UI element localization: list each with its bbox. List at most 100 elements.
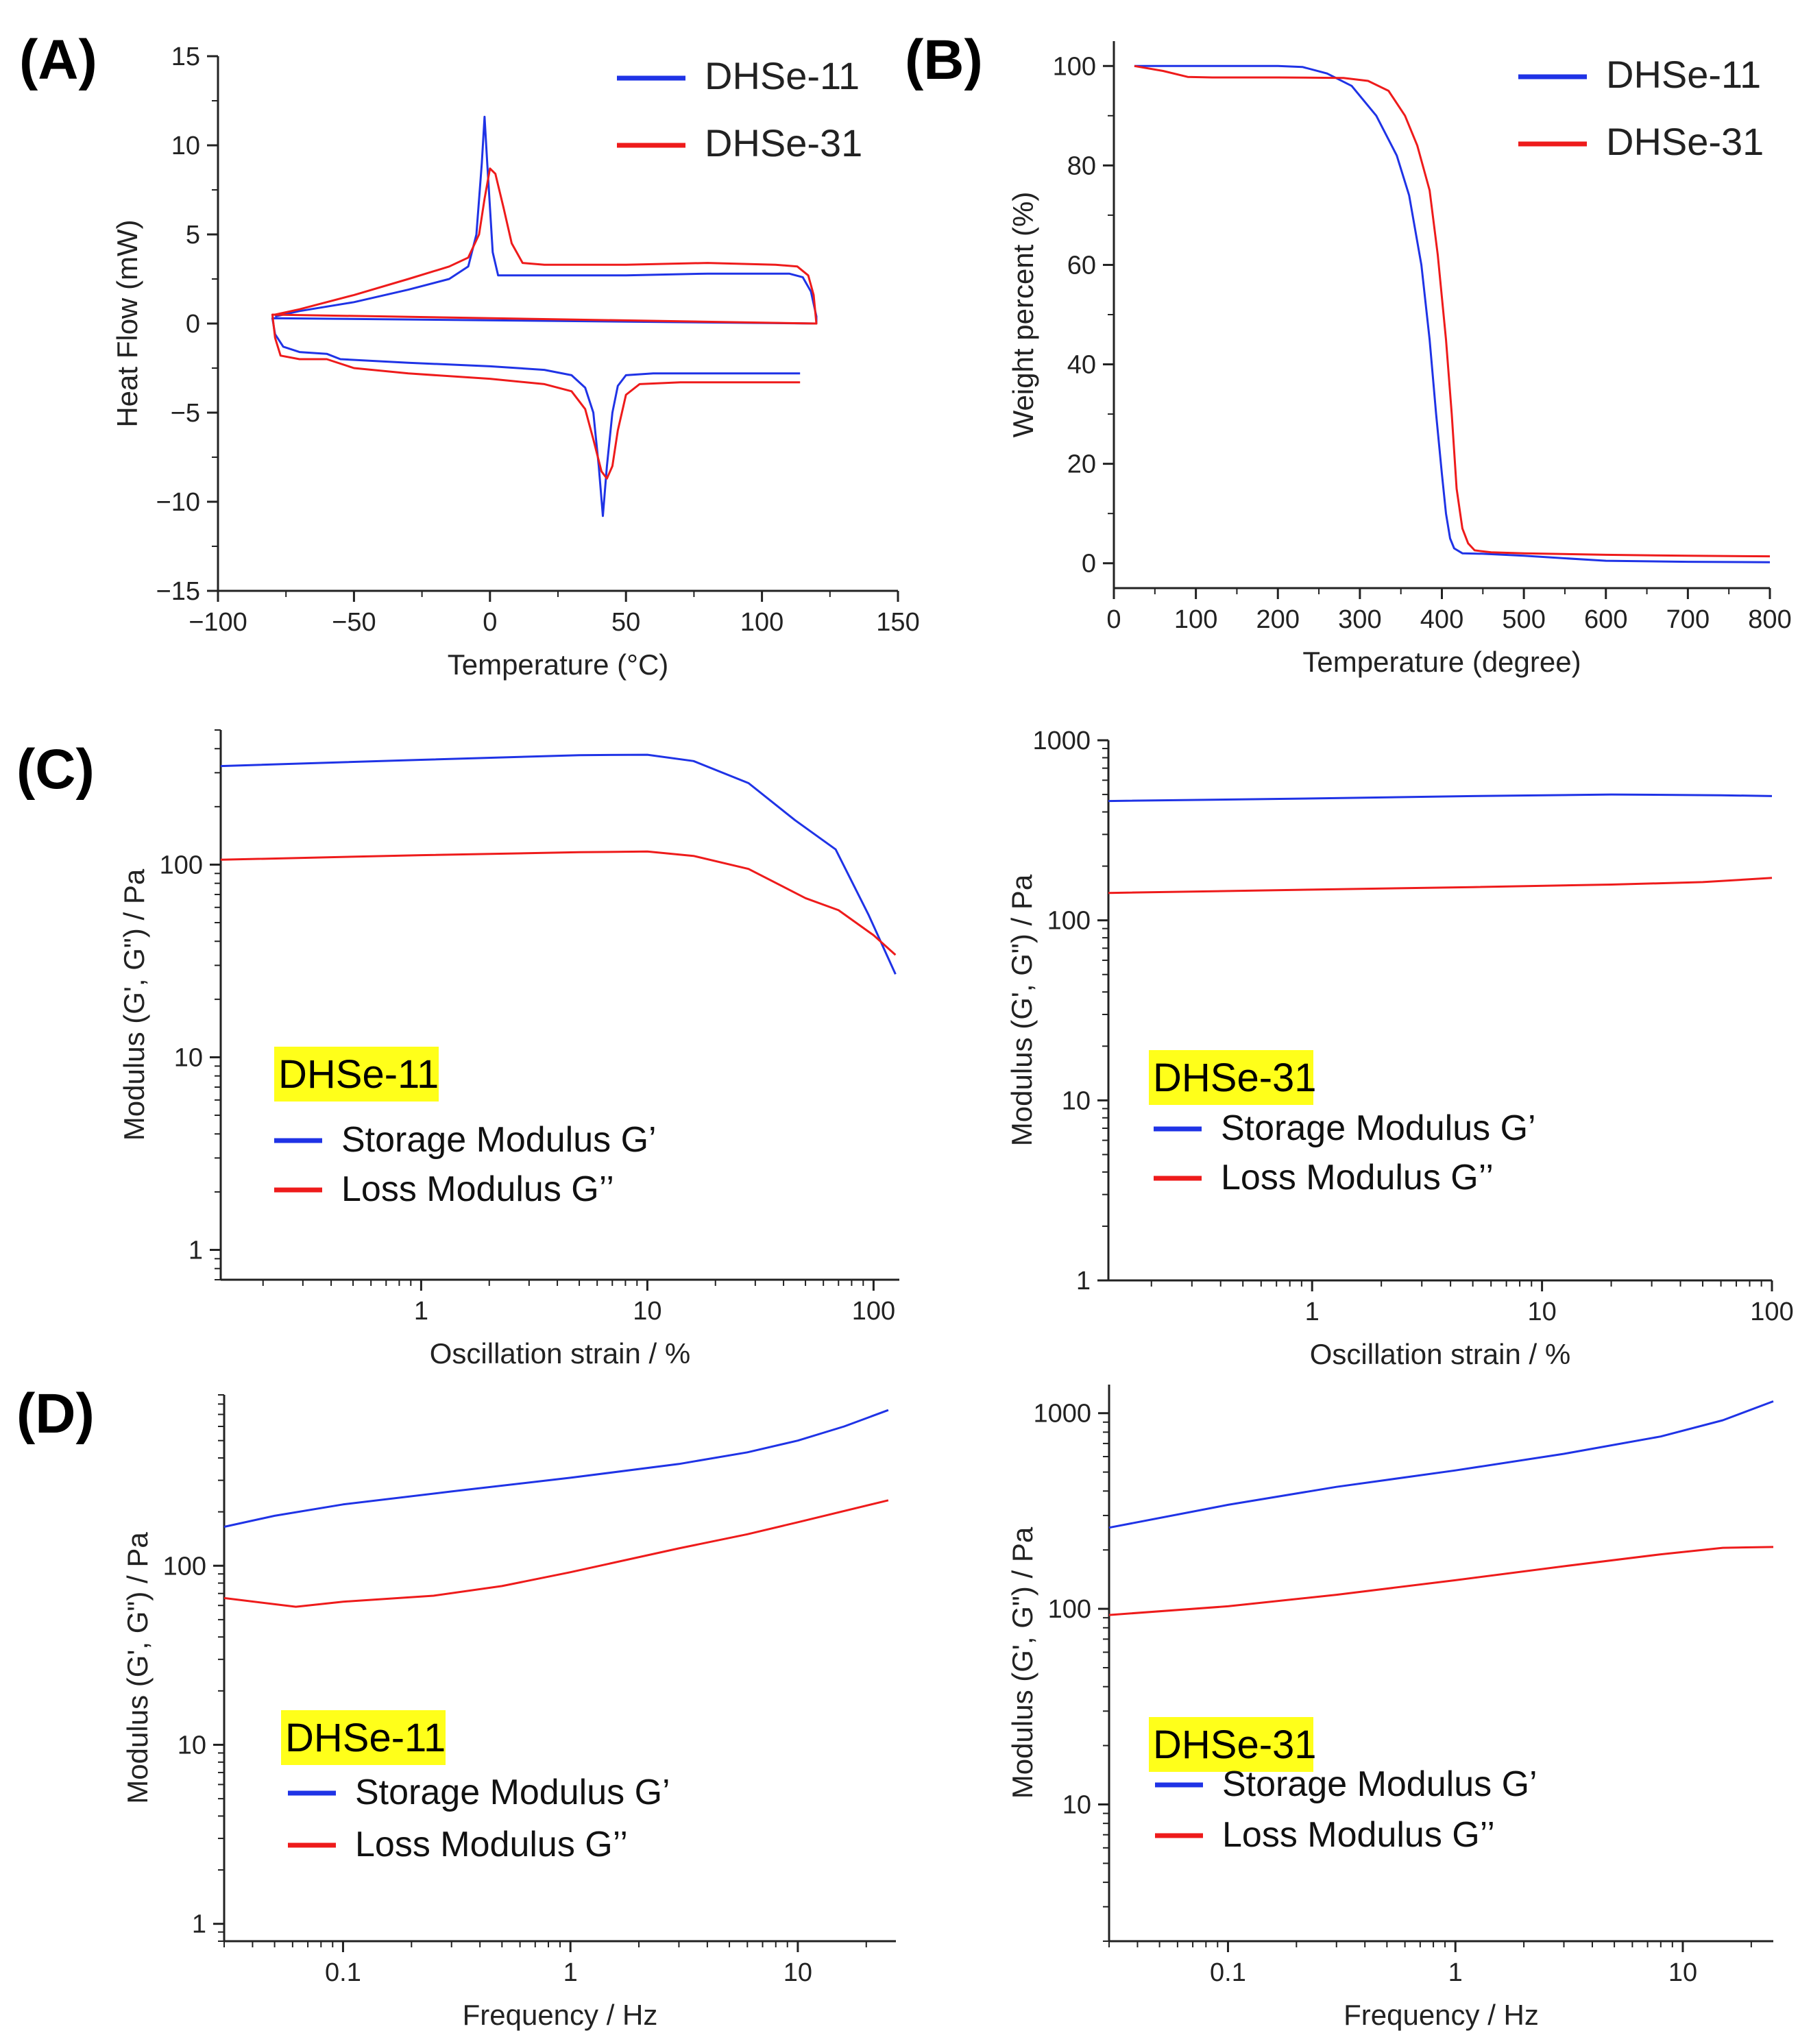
y-tick-label: 1000 bbox=[1032, 727, 1091, 755]
dsc-chart: −100 −50 0 50 100 150−15−10−5051015Temperatur… bbox=[111, 42, 920, 681]
y-axis-title: Modulus (G', G") / Pa bbox=[1006, 874, 1038, 1146]
x-axis-title: Oscillation strain / % bbox=[430, 1337, 690, 1370]
x-tick-label: 700 bbox=[1666, 605, 1710, 634]
x-tick-label: 800 bbox=[1748, 605, 1791, 634]
series-line-dhse-31 bbox=[1134, 64, 1771, 558]
legend-label: Storage Modulus G’ bbox=[1221, 1108, 1536, 1148]
y-tick-label: 1 bbox=[192, 1910, 206, 1939]
legend-label: DHSe-11 bbox=[1606, 53, 1761, 96]
y-axis-title: Weight percent (%) bbox=[1007, 192, 1039, 438]
y-tick-label: 1000 bbox=[1033, 1400, 1091, 1428]
series-line-storage-modulus-g bbox=[220, 753, 897, 975]
y-tick-label: 10 bbox=[174, 1043, 203, 1072]
y-tick-label: 100 bbox=[163, 1552, 206, 1581]
x-tick-label: −50 bbox=[332, 608, 376, 637]
x-tick-label: 0.1 bbox=[1210, 1958, 1246, 1987]
legend-label: Storage Modulus G’ bbox=[341, 1120, 657, 1160]
x-tick-label: −100 bbox=[189, 608, 247, 637]
x-axis-title: Oscillation strain / % bbox=[1310, 1338, 1570, 1370]
y-tick-label: 1 bbox=[189, 1236, 203, 1265]
sample-highlight bbox=[1149, 1717, 1313, 1772]
panel-label-d: (D) bbox=[16, 1383, 95, 1445]
y-tick-label: 0 bbox=[186, 310, 200, 339]
x-tick-label: 10 bbox=[1668, 1958, 1697, 1987]
legend-label: Loss Modulus G’’ bbox=[1221, 1158, 1494, 1197]
y-axis-title: Modulus (G', G") / Pa bbox=[1006, 1526, 1038, 1799]
x-tick-label: 400 bbox=[1420, 605, 1463, 634]
x-tick-label: 300 bbox=[1338, 605, 1381, 634]
y-axis-title: Modulus (G', G") / Pa bbox=[121, 1532, 154, 1804]
y-tick-label: −10 bbox=[156, 488, 200, 517]
x-tick-label: 1 bbox=[563, 1958, 578, 1987]
series-line-dhse-11 bbox=[1134, 64, 1771, 563]
y-tick-label: 5 bbox=[186, 221, 200, 250]
y-tick-label: 20 bbox=[1067, 450, 1096, 479]
legend-label: Loss Modulus G’’ bbox=[1222, 1815, 1495, 1855]
y-tick-label: 100 bbox=[1047, 907, 1091, 936]
x-tick-label: 0 bbox=[1106, 605, 1121, 634]
x-tick-label: 0.1 bbox=[325, 1958, 361, 1987]
y-tick-label: −15 bbox=[156, 577, 200, 606]
legend-label: DHSe-11 bbox=[705, 54, 860, 97]
panel-label-c: (C) bbox=[16, 738, 95, 801]
x-tick-label: 1 bbox=[1305, 1298, 1320, 1326]
y-tick-label: 15 bbox=[171, 42, 200, 71]
x-tick-label: 100 bbox=[1750, 1298, 1793, 1326]
x-tick-label: 1 bbox=[414, 1297, 428, 1326]
panel-label-a: (A) bbox=[19, 29, 97, 91]
legend-label: Storage Modulus G’ bbox=[355, 1773, 670, 1812]
x-tick-label: 100 bbox=[852, 1297, 895, 1326]
strain-sweep-dhse11-chart: 1 10 100 1 10 100 Oscillation strain / % Modulu… bbox=[118, 729, 899, 1370]
series-line-storage-modulus-g bbox=[223, 1409, 889, 1528]
y-tick-label: 40 bbox=[1067, 351, 1096, 380]
sample-highlight bbox=[274, 1047, 439, 1102]
legend-label: Loss Modulus G’’ bbox=[341, 1169, 614, 1209]
y-tick-label: 10 bbox=[178, 1731, 206, 1760]
legend-label: Storage Modulus G’ bbox=[1222, 1764, 1537, 1804]
legend-label: Loss Modulus G’’ bbox=[355, 1825, 628, 1864]
y-tick-label: 80 bbox=[1067, 151, 1096, 180]
y-axis-title: Heat Flow (mW) bbox=[111, 219, 143, 427]
frequency-sweep-dhse31-chart: 0.1 1 10 10 100 1000 Frequency / Hz Modulus (G'… bbox=[1006, 1385, 1774, 2031]
y-tick-label: 10 bbox=[1062, 1086, 1091, 1115]
y-tick-label: 10 bbox=[171, 132, 200, 160]
x-axis-title: Frequency / Hz bbox=[1344, 1999, 1539, 2031]
y-tick-label: 1 bbox=[1076, 1267, 1091, 1295]
x-axis-title: Temperature (degree) bbox=[1302, 646, 1581, 678]
y-tick-label: 10 bbox=[1062, 1791, 1091, 1820]
series-line-dhse-31 bbox=[271, 167, 818, 480]
x-tick-label: 1 bbox=[1448, 1958, 1463, 1987]
x-tick-label: 500 bbox=[1502, 605, 1545, 634]
series-line-loss-modulus-g bbox=[1108, 877, 1773, 895]
y-tick-label: 0 bbox=[1082, 550, 1096, 579]
series-line-loss-modulus-g bbox=[220, 850, 897, 956]
tga-chart: 0 100 200 300 400 500 600 700 800 0 20 40 60 80 100 Tem… bbox=[1007, 41, 1792, 678]
panel-label-b: (B) bbox=[905, 29, 983, 91]
x-axis-title: Temperature (°C) bbox=[448, 648, 669, 681]
x-tick-label: 600 bbox=[1584, 605, 1627, 634]
x-tick-label: 100 bbox=[740, 608, 783, 637]
x-tick-label: 150 bbox=[876, 608, 919, 637]
sample-label: DHSe-11 bbox=[285, 1716, 446, 1760]
x-tick-label: 0 bbox=[483, 608, 497, 637]
series-line-loss-modulus-g bbox=[223, 1499, 889, 1608]
y-axis-title: Modulus (G', G") / Pa bbox=[118, 868, 150, 1141]
x-tick-label: 10 bbox=[1527, 1298, 1556, 1326]
series-line-storage-modulus-g bbox=[1108, 1400, 1774, 1529]
y-tick-label: 100 bbox=[1048, 1595, 1091, 1624]
frequency-sweep-dhse11-chart: 0.1 1 10 1 10 100 Frequency / Hz Modulus (G', G… bbox=[121, 1394, 896, 2031]
sample-highlight bbox=[281, 1710, 446, 1765]
sample-label: DHSe-31 bbox=[1153, 1723, 1317, 1767]
legend-label: DHSe-31 bbox=[705, 121, 862, 165]
x-tick-label: 200 bbox=[1256, 605, 1300, 634]
x-tick-label: 10 bbox=[783, 1958, 812, 1987]
y-tick-label: −5 bbox=[171, 399, 200, 428]
y-tick-label: 100 bbox=[1053, 52, 1096, 81]
y-tick-label: 100 bbox=[160, 851, 203, 879]
sample-label: DHSe-31 bbox=[1153, 1056, 1317, 1100]
series-line-storage-modulus-g bbox=[1108, 793, 1773, 803]
x-tick-label: 50 bbox=[611, 608, 640, 637]
legend-label: DHSe-31 bbox=[1606, 120, 1764, 163]
y-tick-label: 60 bbox=[1067, 251, 1096, 280]
